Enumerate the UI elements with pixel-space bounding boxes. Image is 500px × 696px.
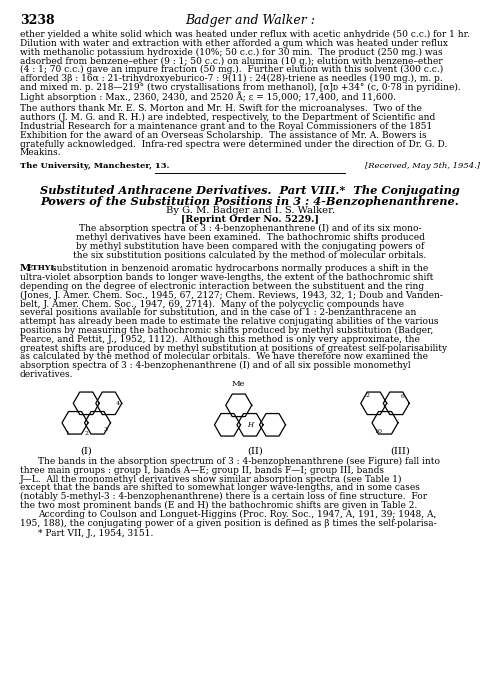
Text: (Jones, J. Amer. Chem. Soc., 1945, 67, 2127; Chem. Reviews, 1943, 32, 1; Doub an: (Jones, J. Amer. Chem. Soc., 1945, 67, 2… xyxy=(20,291,443,300)
Text: attempt has already been made to estimate the relative conjugating abilities of : attempt has already been made to estimat… xyxy=(20,317,438,326)
Text: ultra-violet absorption bands to longer wave-lengths, the extent of the bathochr: ultra-violet absorption bands to longer … xyxy=(20,274,434,282)
Text: 195, 188), the conjugating power of a given position is defined as β times the s: 195, 188), the conjugating power of a gi… xyxy=(20,519,436,528)
Text: derivatives.: derivatives. xyxy=(20,370,74,379)
Text: 3238: 3238 xyxy=(20,14,54,27)
Text: positions by measuring the bathochromic shifts produced by methyl substitution (: positions by measuring the bathochromic … xyxy=(20,326,433,335)
Text: * Part VII, J., 1954, 3151.: * Part VII, J., 1954, 3151. xyxy=(38,529,154,538)
Text: M: M xyxy=(20,264,31,274)
Text: The University, Manchester, 13.: The University, Manchester, 13. xyxy=(20,162,170,171)
Text: According to Coulson and Longuet-Higgins (Proc. Roy. Soc., 1947, A, 191, 39; 194: According to Coulson and Longuet-Higgins… xyxy=(38,509,436,519)
Text: depending on the degree of electronic interaction between the substituent and th: depending on the degree of electronic in… xyxy=(20,282,424,291)
Text: Exhibition for the award of an Overseas Scholarship.  The assistance of Mr. A. B: Exhibition for the award of an Overseas … xyxy=(20,131,426,140)
Text: the six substitution positions calculated by the method of molecular orbitals.: the six substitution positions calculate… xyxy=(74,251,426,260)
Text: (4 : 1; 70 c.c.) gave an impure fraction (50 mg.).  Further elution with this so: (4 : 1; 70 c.c.) gave an impure fraction… xyxy=(20,65,444,74)
Text: 10: 10 xyxy=(374,429,382,434)
Text: Industrial Research for a maintenance grant and to the Royal Commissioners of th: Industrial Research for a maintenance gr… xyxy=(20,122,432,131)
Text: (III): (III) xyxy=(390,447,410,456)
Text: 1: 1 xyxy=(65,431,69,436)
Text: methyl derivatives have been examined.  The bathochromic shifts produced: methyl derivatives have been examined. T… xyxy=(76,233,424,242)
Text: Meakins.: Meakins. xyxy=(20,148,61,157)
Text: H: H xyxy=(247,421,253,429)
Text: Substituted Anthracene Derivatives.  Part VIII.*  The Conjugating: Substituted Anthracene Derivatives. Part… xyxy=(40,185,460,196)
Text: 4: 4 xyxy=(116,401,120,406)
Text: (II): (II) xyxy=(247,447,263,456)
Text: ETHYL: ETHYL xyxy=(27,264,56,272)
Text: as calculated by the method of molecular orbitals.  We have therefore now examin: as calculated by the method of molecular… xyxy=(20,352,428,361)
Text: three main groups : group I, bands A—E; group II, bands F—I; group III, bands: three main groups : group I, bands A—E; … xyxy=(20,466,384,475)
Text: belt, J. Amer. Chem. Soc., 1947, 69, 2714).  Many of the polycyclic compounds ha: belt, J. Amer. Chem. Soc., 1947, 69, 271… xyxy=(20,299,404,309)
Text: The absorption spectra of 3 : 4-benzophenanthrene (I) and of its six mono-: The absorption spectra of 3 : 4-benzophe… xyxy=(79,224,421,233)
Text: 2: 2 xyxy=(365,393,369,398)
Text: authors (J. M. G. and R. H.) are indebted, respectively, to the Department of Sc: authors (J. M. G. and R. H.) are indebte… xyxy=(20,113,435,122)
Text: afforded 3β : 16α : 21-trihydroxyeburico-7 : 9(11) : 24(28)-triene as needles (1: afforded 3β : 16α : 21-trihydroxyeburico… xyxy=(20,74,443,83)
Text: Badger and Walker :: Badger and Walker : xyxy=(185,14,315,27)
Text: J—L.  All the monomethyl derivatives show similar absorption spectra (see Table : J—L. All the monomethyl derivatives show… xyxy=(20,475,402,484)
Text: adsorbed from benzene–ether (9 : 1; 50 c.c.) on alumina (10 g.); elution with be: adsorbed from benzene–ether (9 : 1; 50 c… xyxy=(20,56,442,65)
Text: 6: 6 xyxy=(401,395,404,400)
Text: 3: 3 xyxy=(104,427,108,432)
Text: By G. M. Badger and I. S. Walker.: By G. M. Badger and I. S. Walker. xyxy=(166,206,334,215)
Text: gratefully acknowledged.  Infra-red spectra were determined under the direction : gratefully acknowledged. Infra-red spect… xyxy=(20,140,448,149)
Text: [Received, May 5th, 1954.]: [Received, May 5th, 1954.] xyxy=(365,162,480,171)
Text: substitution in benzenoid aromatic hydrocarbons normally produces a shift in the: substitution in benzenoid aromatic hydro… xyxy=(52,264,428,274)
Text: and mixed m. p. 218—219° (two crystallisations from methanol), [α]ᴅ +34° (c, 0·7: and mixed m. p. 218—219° (two crystallis… xyxy=(20,83,461,92)
Text: [Reprint Order No. 5229.]: [Reprint Order No. 5229.] xyxy=(181,215,319,224)
Text: Pearce, and Pettit, J., 1952, 1112).  Although this method is only very approxim: Pearce, and Pettit, J., 1952, 1112). Alt… xyxy=(20,335,420,344)
Text: The authors thank Mr. E. S. Morton and Mr. H. Swift for the microanalyses.  Two : The authors thank Mr. E. S. Morton and M… xyxy=(20,104,422,113)
Text: Dilution with water and extraction with ether afforded a gum which was heated un: Dilution with water and extraction with … xyxy=(20,39,448,48)
Text: by methyl substitution have been compared with the conjugating powers of: by methyl substitution have been compare… xyxy=(76,242,424,251)
Text: Me: Me xyxy=(232,380,245,388)
Text: except that the bands are shifted to somewhat longer wave-lengths, and in some c: except that the bands are shifted to som… xyxy=(20,483,420,492)
Text: greatest shifts are produced by methyl substitution at positions of greatest sel: greatest shifts are produced by methyl s… xyxy=(20,344,447,353)
Text: Powers of the Substitution Positions in 3 : 4-Benzophenanthrene.: Powers of the Substitution Positions in … xyxy=(40,196,460,207)
Text: (I): (I) xyxy=(80,447,92,456)
Text: ether yielded a white solid which was heated under reflux with acetic anhydride : ether yielded a white solid which was he… xyxy=(20,30,470,39)
Text: several positions available for substitution, and in the case of 1 : 2-benzanthr: several positions available for substitu… xyxy=(20,308,416,317)
Text: the two most prominent bands (E and H) the bathochromic shifts are given in Tabl: the two most prominent bands (E and H) t… xyxy=(20,501,417,510)
Text: absorption spectra of 3 : 4-benzophenanthrene (I) and of all six possible monome: absorption spectra of 3 : 4-benzophenant… xyxy=(20,361,410,370)
Text: (notably 5-methyl-3 : 4-benzophenanthrene) there is a certain loss of fine struc: (notably 5-methyl-3 : 4-benzophenanthren… xyxy=(20,492,427,501)
Text: 2: 2 xyxy=(84,431,88,436)
Text: Light absorption : Max., 2360, 2430, and 2520 Å; ε = 15,000; 17,400, and 11,600.: Light absorption : Max., 2360, 2430, and… xyxy=(20,92,396,102)
Text: The bands in the absorption spectrum of 3 : 4-benzophenanthrene (see Figure) fal: The bands in the absorption spectrum of … xyxy=(38,457,440,466)
Text: with methanolic potassium hydroxide (10%; 50 c.c.) for 30 min.  The product (250: with methanolic potassium hydroxide (10%… xyxy=(20,47,442,57)
